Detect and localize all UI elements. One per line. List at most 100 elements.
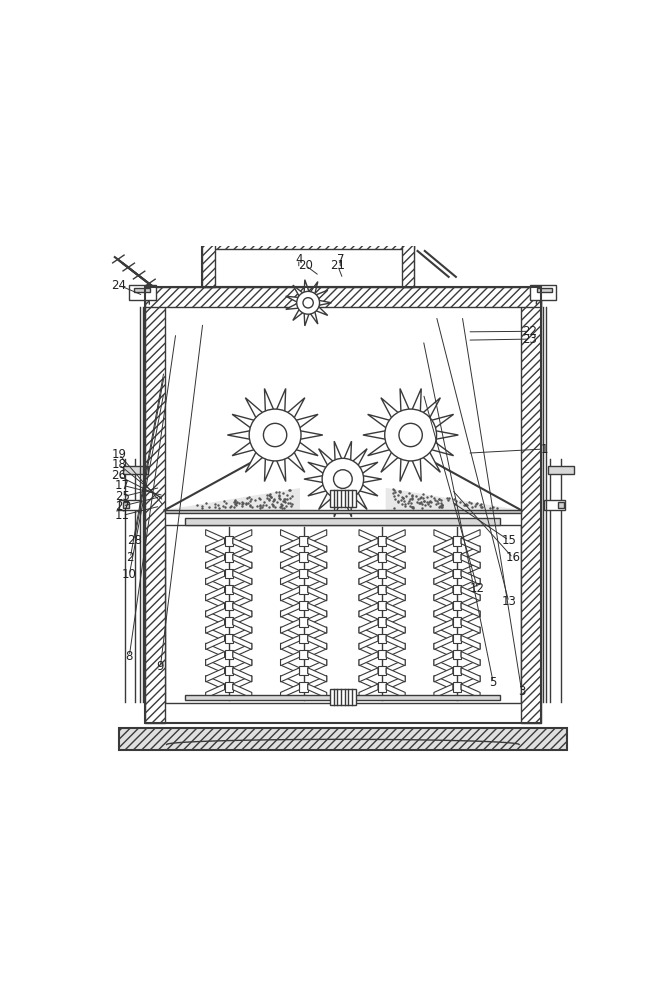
Polygon shape [308, 652, 326, 666]
Polygon shape [280, 627, 300, 641]
Polygon shape [359, 652, 378, 666]
Polygon shape [280, 619, 300, 633]
Text: 25: 25 [115, 490, 130, 503]
Circle shape [249, 409, 301, 461]
Polygon shape [386, 554, 405, 568]
Circle shape [303, 298, 313, 308]
Bar [300, 536, 308, 546]
Polygon shape [461, 538, 480, 552]
Polygon shape [233, 627, 252, 641]
Polygon shape [280, 538, 300, 552]
Polygon shape [205, 530, 225, 544]
Bar [300, 650, 308, 659]
Polygon shape [233, 530, 252, 544]
Bar [378, 682, 386, 692]
Polygon shape [308, 643, 326, 657]
Polygon shape [434, 643, 453, 657]
Text: 17: 17 [115, 479, 130, 492]
Polygon shape [308, 530, 326, 544]
Polygon shape [308, 594, 326, 609]
Polygon shape [434, 627, 453, 641]
Polygon shape [205, 603, 225, 617]
Polygon shape [280, 635, 300, 650]
Polygon shape [359, 619, 378, 633]
Polygon shape [461, 587, 480, 601]
Polygon shape [308, 659, 326, 673]
Polygon shape [308, 668, 326, 682]
Polygon shape [461, 676, 480, 690]
Bar [225, 634, 233, 643]
Bar [202, 235, 414, 287]
Polygon shape [280, 611, 300, 625]
Bar [401, 235, 414, 287]
Polygon shape [386, 684, 405, 698]
Polygon shape [205, 538, 225, 552]
Bar [378, 536, 386, 546]
Polygon shape [233, 594, 252, 609]
Polygon shape [308, 587, 326, 601]
Polygon shape [233, 538, 252, 552]
Text: 26: 26 [111, 469, 126, 482]
Polygon shape [461, 603, 480, 617]
Polygon shape [359, 684, 378, 698]
Bar [378, 569, 386, 578]
Text: 28: 28 [127, 534, 142, 547]
Circle shape [264, 423, 287, 447]
Polygon shape [233, 643, 252, 657]
Polygon shape [308, 676, 326, 690]
Text: 20: 20 [298, 259, 313, 272]
Polygon shape [205, 594, 225, 609]
Polygon shape [386, 619, 405, 633]
Text: 1: 1 [541, 443, 548, 456]
Polygon shape [461, 659, 480, 673]
Bar [378, 650, 386, 659]
Bar [300, 617, 308, 627]
Text: 12: 12 [470, 582, 485, 595]
Polygon shape [308, 554, 326, 568]
Polygon shape [461, 635, 480, 650]
Bar [378, 666, 386, 675]
Polygon shape [461, 594, 480, 609]
Bar [300, 552, 308, 562]
Bar [202, 235, 215, 287]
Polygon shape [205, 627, 225, 641]
Bar [225, 601, 233, 610]
Polygon shape [434, 668, 453, 682]
Polygon shape [359, 676, 378, 690]
Text: 4: 4 [295, 253, 302, 266]
Text: 19: 19 [111, 448, 126, 461]
Polygon shape [280, 570, 300, 585]
Bar [165, 525, 521, 703]
Text: 8: 8 [126, 650, 133, 663]
Polygon shape [359, 627, 378, 641]
Polygon shape [165, 488, 300, 510]
Polygon shape [386, 627, 405, 641]
Bar [300, 634, 308, 643]
Polygon shape [205, 635, 225, 650]
Polygon shape [233, 578, 252, 592]
Polygon shape [434, 652, 453, 666]
Polygon shape [386, 530, 405, 544]
Polygon shape [359, 578, 378, 592]
Polygon shape [386, 538, 405, 552]
Text: 13: 13 [501, 595, 516, 608]
Polygon shape [308, 627, 326, 641]
Polygon shape [233, 603, 252, 617]
Polygon shape [280, 578, 300, 592]
Polygon shape [359, 611, 378, 625]
Bar [145, 287, 541, 307]
Polygon shape [461, 619, 480, 633]
Polygon shape [233, 562, 252, 576]
Bar [530, 285, 557, 300]
Polygon shape [386, 594, 405, 609]
Polygon shape [359, 587, 378, 601]
Circle shape [385, 409, 437, 461]
Polygon shape [205, 554, 225, 568]
Polygon shape [359, 659, 378, 673]
Polygon shape [434, 538, 453, 552]
Text: 11: 11 [115, 509, 130, 522]
Polygon shape [434, 546, 453, 560]
Bar [225, 585, 233, 594]
Polygon shape [233, 570, 252, 585]
Polygon shape [233, 546, 252, 560]
